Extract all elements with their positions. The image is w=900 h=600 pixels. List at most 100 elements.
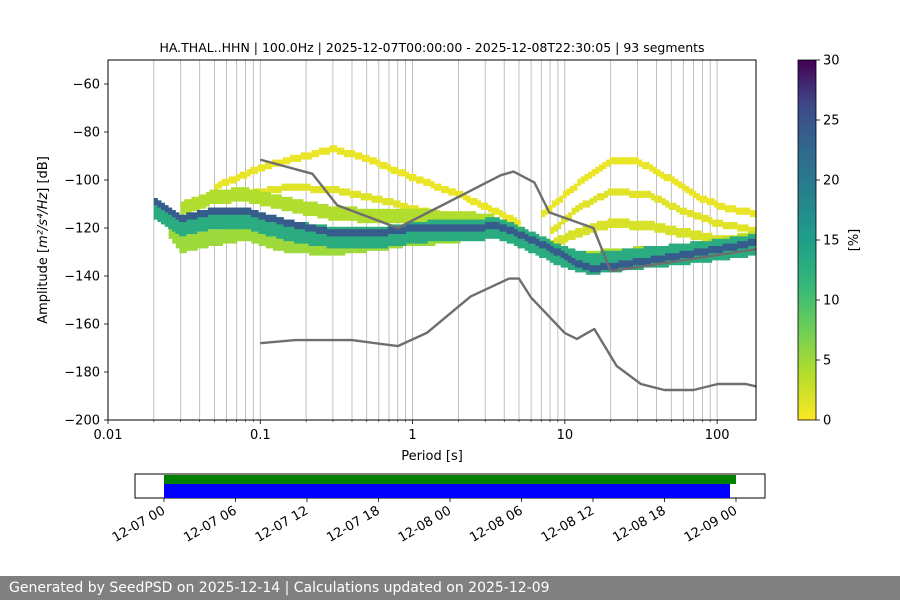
heatmap-cell: [285, 196, 289, 212]
psd-figure: HA.THAL..HHN | 100.0Hz | 2025-12-07T00:0…: [36, 40, 862, 546]
heatmap-cell: [310, 186, 315, 194]
heatmap-cell: [269, 214, 273, 237]
timeline-tick-label: 12-07 00: [110, 503, 168, 545]
heatmap-cell: [382, 198, 387, 206]
heatmap-cell: [236, 207, 241, 215]
heatmap-cell: [647, 220, 652, 231]
heatmap-cell: [733, 222, 738, 230]
heatmap-cell: [441, 224, 446, 232]
heatmap-cell: [207, 207, 212, 215]
heatmap-cell: [391, 224, 396, 246]
heatmap-cell: [578, 260, 583, 268]
heatmap-cell: [629, 190, 634, 198]
heatmap-cell: [665, 253, 669, 261]
heatmap-cell: [706, 198, 711, 206]
heatmap-cell: [584, 174, 589, 182]
heatmap-cell: [229, 207, 234, 215]
heatmap-cell: [236, 207, 241, 230]
heatmap-cell: [240, 224, 245, 242]
heatmap-cell: [737, 224, 742, 232]
heatmap-cell: [502, 212, 507, 220]
heatmap-cell: [470, 224, 475, 232]
heatmap-cell: [733, 243, 738, 251]
heatmap-cell: [277, 186, 282, 194]
heatmap-cell: [243, 207, 248, 215]
heatmap-cell: [744, 224, 749, 232]
heatmap-cell: [420, 224, 425, 232]
heatmap-cell: [672, 253, 677, 261]
heatmap-cell: [308, 224, 313, 246]
heatmap-cell: [571, 230, 576, 240]
heatmap-cell: [395, 224, 399, 246]
heatmap-cell: [323, 224, 327, 246]
y-tick-label: −140: [64, 270, 100, 285]
heatmap-cell: [571, 207, 576, 215]
heatmap-cell: [582, 250, 587, 273]
heatmap-cell: [481, 224, 486, 232]
heatmap-cell: [244, 224, 249, 242]
heatmap-cell: [409, 222, 414, 244]
plot-frame: [107, 59, 757, 421]
heatmap-cell: [670, 176, 675, 184]
heatmap-cell: [250, 166, 255, 174]
heatmap-cell: [211, 229, 216, 246]
heatmap-cell: [351, 226, 356, 249]
heatmap-cell: [544, 207, 549, 215]
heatmap-cell: [434, 183, 438, 191]
timeline-tick-label: 12-07 06: [181, 503, 239, 545]
heatmap-cell: [456, 224, 461, 232]
heatmap-cell: [642, 162, 646, 170]
colorbar-ticks: 0 5 10 15 20 25 30: [816, 54, 840, 429]
heatmap-cell: [393, 208, 397, 224]
heatmap-cell: [598, 164, 603, 172]
heatmap-cell: [701, 214, 706, 222]
heatmap-cell: [553, 237, 558, 248]
heatmap-cell: [398, 226, 403, 234]
heatmap-cell: [495, 207, 500, 215]
heatmap-cell: [477, 224, 482, 232]
heatmap-cell: [411, 205, 416, 213]
heatmap-cell: [180, 201, 185, 216]
heatmap-cell: [369, 229, 374, 237]
heatmap-cell: [559, 195, 564, 203]
heatmap-cell: [535, 238, 540, 246]
heatmap-cell: [288, 183, 293, 191]
heatmap-cell: [336, 147, 341, 155]
heatmap-band-hf-hump-2: [550, 188, 756, 234]
heatmap-cell: [402, 226, 407, 234]
heatmap-cell: [432, 208, 437, 224]
colorbar-tick-label: 15: [823, 234, 840, 249]
heatmap-cell: [290, 219, 295, 227]
heatmap-cell: [624, 157, 628, 165]
heatmap-cell: [376, 159, 381, 167]
heatmap-cell: [193, 212, 198, 220]
heatmap-cell: [685, 186, 690, 194]
y-axis: −60 −80 −100 −120 −140 −160 −180 −200: [64, 78, 108, 429]
heatmap-cell: [279, 217, 284, 239]
heatmap-cell: [740, 224, 745, 232]
heatmap-cell: [326, 147, 330, 155]
heatmap-cell: [407, 205, 412, 213]
heatmap-cell: [245, 187, 250, 202]
heatmap-cell: [737, 241, 741, 249]
heatmap-cell: [449, 224, 453, 232]
heatmap-cell: [291, 236, 295, 254]
heatmap-cell: [744, 241, 749, 249]
heatmap-cell: [438, 224, 443, 232]
heatmap-cell: [319, 224, 324, 246]
heatmap-cell: [372, 157, 377, 165]
heatmap-cell: [362, 229, 367, 237]
heatmap-cell: [437, 183, 442, 191]
heatmap-cell: [568, 230, 572, 240]
heatmap-cell: [575, 205, 580, 213]
heatmap-cell: [337, 226, 342, 249]
heatmap-cell: [580, 176, 585, 184]
heatmap-cell: [215, 207, 219, 215]
heatmap-cell: [721, 202, 726, 210]
heatmap-cell: [509, 214, 514, 222]
heatmap-cell: [221, 178, 226, 186]
heatmap-cell: [675, 253, 680, 261]
heatmap-cell: [211, 207, 216, 215]
heatmap-cell: [672, 202, 677, 210]
heatmap-cell: [366, 229, 371, 237]
